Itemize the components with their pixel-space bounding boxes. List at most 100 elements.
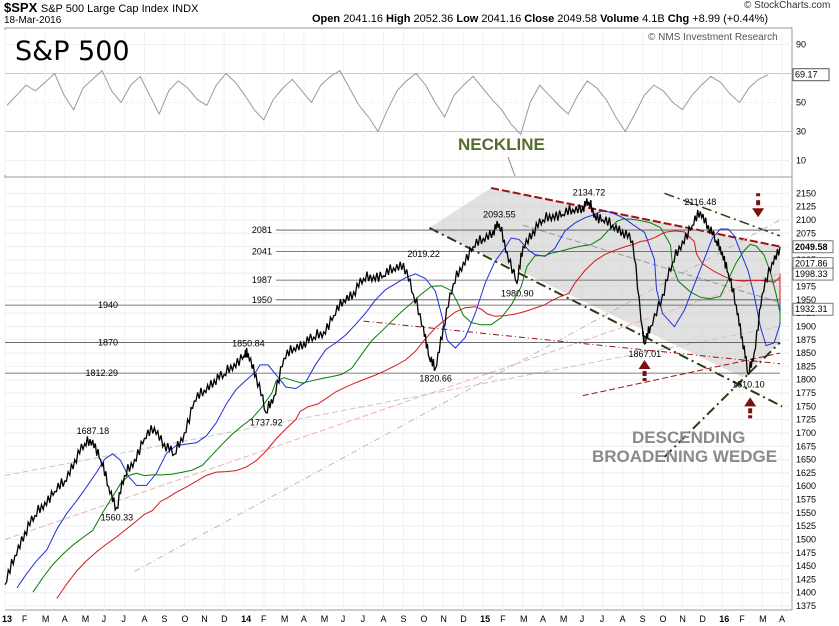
x-tick-label: A [141, 614, 147, 624]
ma-100-line [32, 218, 781, 593]
price-y-tick-label: 1475 [796, 548, 816, 558]
x-tick-label: N [679, 614, 686, 624]
reference-level-label: 1812.29 [85, 368, 118, 378]
wedge-label-line1: DESCENDING [632, 428, 745, 447]
x-tick-label: 13 [2, 614, 12, 624]
x-tick-label: 16 [719, 614, 729, 624]
price-y-tick-label: 1425 [796, 574, 816, 584]
x-tick-label: F [22, 614, 28, 624]
price-y-tick-label: 1550 [796, 508, 816, 518]
x-tick-label: A [620, 614, 626, 624]
x-tick-label: A [301, 614, 307, 624]
price-y-tick-label: 1975 [796, 282, 816, 292]
high-value: 2052.36 [413, 13, 454, 25]
rsi-line [6, 69, 769, 136]
x-tick-label: M [42, 614, 50, 624]
wedge-pattern [429, 187, 781, 378]
right-value-box [792, 240, 834, 254]
exchange: INDX [172, 3, 199, 15]
x-tick-label: S [161, 614, 167, 624]
point-annotation: 1810.10 [732, 379, 765, 389]
point-annotation: 1820.66 [419, 374, 452, 384]
moving-averages [16, 210, 781, 599]
price-y-tick-label: 1525 [796, 521, 816, 531]
ohlc-bar: Open 2041.16 High 2052.36 Low 2041.16 Cl… [312, 13, 768, 25]
up-arrow-2-dash [748, 415, 753, 419]
upper-olive-channel [664, 192, 781, 237]
point-annotation: 1737.92 [250, 418, 283, 428]
price-y-tick-label: 1825 [796, 361, 816, 371]
date-label: 18-Mar-2016 [4, 15, 62, 26]
open-value: 2041.16 [343, 13, 383, 25]
upper-resistance-line [490, 187, 781, 248]
x-tick-label: M [321, 614, 329, 624]
x-tick-label: O [420, 614, 427, 624]
reference-level-label: 2041 [252, 246, 272, 256]
point-annotation: 1980.90 [501, 288, 534, 298]
low-value: 2041.16 [481, 13, 522, 25]
x-tick-label: J [361, 614, 366, 624]
red-rising-line [582, 352, 781, 397]
x-tick-label: D [699, 614, 706, 624]
point-annotation: 2116.48 [684, 197, 716, 207]
x-tick-label: N [440, 614, 447, 624]
price-y-tick-label: 1725 [796, 415, 816, 425]
credit-text: © NMS Investment Research [648, 32, 778, 43]
x-tick-label: M [281, 614, 289, 624]
high-label: High [386, 13, 411, 25]
close-value: 2049.58 [557, 13, 598, 25]
gray-uptrend [134, 219, 781, 572]
lower-support-line [428, 227, 783, 408]
x-tick-label: O [659, 614, 666, 624]
reference-level-label: 2081 [252, 225, 272, 235]
price-y-tick-label: 1850 [796, 348, 816, 358]
price-y-tick-label: 1375 [796, 601, 816, 611]
symbol: $SPX [4, 0, 38, 15]
long-red-trend [4, 272, 781, 540]
down-arrow [752, 208, 765, 218]
arrow-markers [638, 193, 765, 419]
y-axis-ticks: 1375 1400 1425 1450 1475 1500 1525 1550 1575 1600… [792, 40, 834, 611]
price-y-tick-label: 2150 [796, 188, 816, 198]
volume-value: 4.1B [642, 13, 665, 25]
right-value-label: 2049.58 [795, 242, 828, 252]
price-y-tick-label: 1450 [796, 561, 816, 571]
x-tick-label: J [102, 614, 107, 624]
point-annotation: 1560.33 [101, 512, 134, 522]
x-tick-label: S [400, 614, 406, 624]
price-y-tick-label: 1875 [796, 335, 816, 345]
chart-title: S&P 500 [15, 36, 130, 67]
reference-levels: 2081 2041 1987 1950 1940 1870 1812.29 [5, 225, 781, 378]
price-line [4, 198, 781, 586]
point-annotation: 2093.55 [483, 209, 516, 219]
price-y-tick-label: 1600 [796, 481, 816, 491]
x-tick-label: D [221, 614, 228, 624]
x-tick-label: M [759, 614, 767, 624]
price-y-tick-label: 1625 [796, 468, 816, 478]
x-tick-label: M [560, 614, 568, 624]
reference-level-label: 1940 [98, 300, 118, 310]
price-series [4, 198, 781, 586]
symbol-header: $SPX S&P 500 Large Cap Index INDX [4, 0, 198, 15]
x-tick-label: D [460, 614, 467, 624]
price-y-tick-label: 1775 [796, 388, 816, 398]
price-y-tick-label: 1575 [796, 495, 816, 505]
x-tick-label: M [82, 614, 90, 624]
point-annotations: 1687.18 1560.33 1737.92 1850.84 2019.22 1820.… [77, 187, 765, 522]
x-tick-label: 14 [241, 614, 251, 624]
neckline-pointer [507, 156, 516, 177]
price-y-tick-label: 1800 [796, 375, 816, 385]
x-tick-label: J [580, 614, 585, 624]
up-arrow-1 [638, 360, 651, 370]
ma-200-line [56, 230, 781, 599]
close-label: Close [524, 13, 555, 25]
rsi-y-tick-label: 30 [796, 127, 806, 137]
right-value-label: 2017.86 [795, 259, 828, 269]
price-y-tick-label: 1500 [796, 534, 816, 544]
long-gray-trend [4, 325, 781, 477]
price-y-tick-label: 1650 [796, 455, 816, 465]
right-value-box [792, 267, 834, 281]
right-value-label: 1932.31 [795, 304, 828, 314]
right-value-label: 1998.33 [795, 269, 828, 279]
